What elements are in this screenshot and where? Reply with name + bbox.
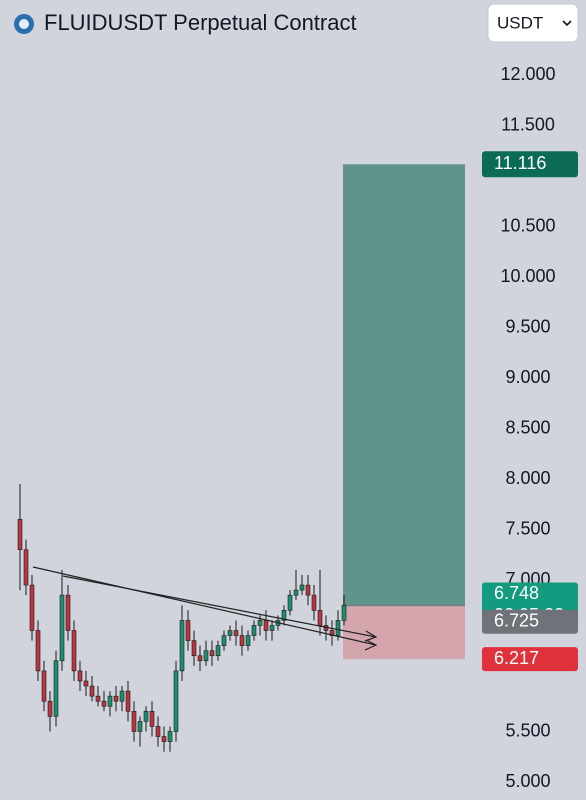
target-label-box — [482, 151, 578, 178]
candle-body — [35, 630, 41, 672]
candle-body — [23, 549, 29, 586]
candle-body — [269, 625, 275, 631]
stop-label-box — [482, 647, 578, 672]
y-tick-label: 11.500 — [501, 114, 555, 134]
candle-body — [263, 620, 269, 631]
last-price-label-box — [482, 609, 578, 634]
candle-body — [197, 655, 203, 662]
candle-body — [113, 695, 119, 702]
stop-label: 6.217 — [494, 648, 539, 668]
candle-body — [71, 630, 77, 672]
candle-body — [305, 584, 311, 596]
candle-body — [167, 731, 173, 742]
y-tick-label: 8.500 — [505, 417, 550, 437]
candle-body — [155, 726, 161, 737]
candle-body — [257, 620, 263, 626]
candle-body — [77, 670, 83, 682]
arrow-head — [364, 630, 378, 651]
candle-body — [119, 690, 125, 702]
candle-body — [29, 584, 35, 631]
candle-body — [317, 609, 323, 626]
y-tick-label: 5.500 — [505, 720, 550, 740]
trend-line — [32, 566, 377, 646]
candle-body — [215, 645, 221, 657]
plot-area: 5.0005.5007.0007.5008.0008.5009.0009.500… — [17, 64, 578, 791]
candle-body — [341, 604, 347, 621]
y-tick-label: 10.000 — [500, 266, 555, 286]
dropdown-arrow[interactable] — [562, 20, 572, 27]
candle-body — [281, 609, 287, 621]
candle-body — [107, 695, 113, 707]
profit-zone — [343, 164, 465, 606]
y-tick-label: 9.000 — [505, 367, 550, 387]
candle-body — [179, 620, 185, 672]
trend-line — [62, 575, 377, 638]
candle-body — [209, 650, 215, 657]
y-tick-label: 5.000 — [505, 771, 550, 791]
header: FLUIDUSDT Perpetual Contract USDT — [14, 3, 579, 43]
logo-inner — [19, 19, 29, 29]
candle-body — [131, 710, 137, 732]
candle-body — [251, 625, 257, 636]
y-tick-label: 9.500 — [505, 316, 550, 336]
chart-title: FLUIDUSDT Perpetual Contract — [44, 10, 357, 35]
y-tick-label: 10.500 — [500, 215, 555, 235]
target-label: 11.116 — [494, 153, 546, 173]
entry-label: 6.748 — [494, 583, 539, 603]
candle-body — [95, 695, 101, 702]
candle-body — [83, 680, 89, 687]
candle-body — [233, 630, 239, 636]
candle-body — [227, 630, 233, 636]
candle-body — [137, 721, 143, 732]
candle-body — [173, 670, 179, 732]
y-tick-label: 8.000 — [505, 468, 550, 488]
candle-body — [125, 690, 131, 712]
last-price-label: 6.725 — [494, 611, 539, 631]
candle-body — [335, 620, 341, 636]
candle-body — [65, 594, 71, 631]
candle-body — [41, 670, 47, 702]
candle-body — [101, 700, 107, 707]
candle-body — [293, 589, 299, 596]
y-tick-label: 7.500 — [505, 518, 550, 538]
candle-body — [17, 519, 23, 551]
candle-body — [161, 736, 167, 742]
candle-body — [53, 660, 59, 717]
candle-body — [185, 620, 191, 641]
candle-body — [149, 710, 155, 727]
loss-zone — [343, 605, 465, 660]
candle-body — [299, 584, 305, 591]
candle-body — [191, 640, 197, 657]
currency-select[interactable] — [487, 3, 579, 43]
candle-body — [287, 594, 293, 611]
candle-body — [239, 635, 245, 646]
candle-body — [143, 710, 149, 722]
y-tick-label: 12.000 — [500, 64, 555, 84]
candle-body — [245, 635, 251, 646]
candle-body — [59, 594, 65, 662]
candle-body — [221, 635, 227, 646]
candle-body — [47, 700, 53, 717]
candle-body — [89, 685, 95, 697]
candle-body — [311, 594, 317, 611]
currency-label[interactable]: USDT — [497, 13, 543, 32]
candle-body — [203, 650, 209, 662]
